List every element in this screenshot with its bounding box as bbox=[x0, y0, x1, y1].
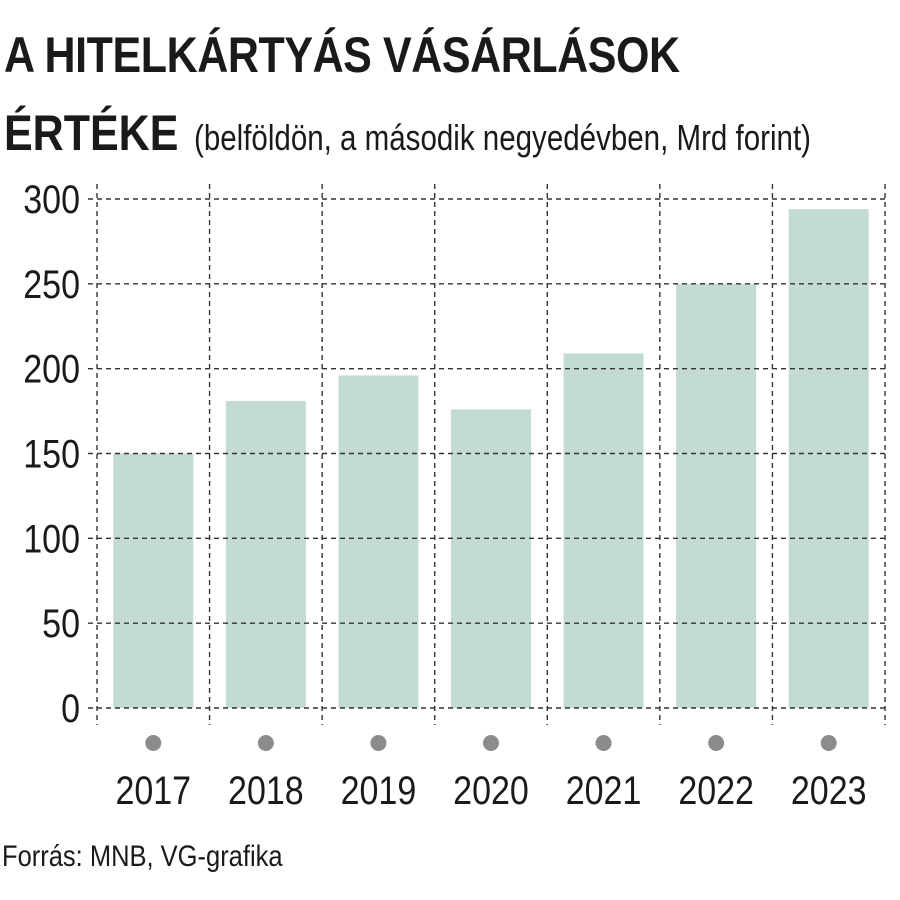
chart-title-line2: ÉRTÉKE (belföldön, a második negyedévben… bbox=[4, 105, 811, 161]
x-tick-label: 2018 bbox=[228, 767, 304, 812]
chart-subtitle: (belföldön, a második negyedévben, Mrd f… bbox=[194, 117, 811, 158]
category-marker-2021 bbox=[595, 735, 612, 751]
x-tick-label: 2023 bbox=[791, 767, 867, 812]
category-marker-2023 bbox=[820, 735, 837, 751]
y-tick-label: 300 bbox=[23, 176, 80, 221]
bar-2023 bbox=[788, 209, 869, 708]
y-tick-label: 0 bbox=[61, 685, 80, 730]
chart-title-word: ÉRTÉKE bbox=[4, 105, 179, 161]
bar-2020 bbox=[451, 409, 531, 708]
y-tick-label: 150 bbox=[23, 431, 80, 476]
bar-chart: 0 50 100 150 200 250 300 2017 2018 2019 2020 2021 20… bbox=[23, 176, 886, 813]
y-tick-label: 200 bbox=[23, 346, 80, 391]
bar-2018 bbox=[225, 400, 306, 708]
y-tick-label: 100 bbox=[23, 516, 80, 561]
x-tick-label: 2021 bbox=[566, 767, 642, 812]
x-tick-label: 2020 bbox=[453, 767, 529, 812]
y-tick-label: 50 bbox=[42, 601, 80, 646]
x-tick-label: 2022 bbox=[678, 767, 754, 812]
bar-2017 bbox=[113, 453, 194, 708]
category-marker-2019 bbox=[370, 735, 387, 751]
chart-title-line1: A HITELKÁRTYÁS VÁSÁRLÁSOK bbox=[4, 27, 680, 83]
category-marker-2022 bbox=[708, 735, 725, 751]
x-tick-label: 2019 bbox=[341, 767, 417, 812]
bar-2019 bbox=[338, 375, 419, 708]
bar-2022 bbox=[676, 283, 757, 708]
source-note: Forrás: MNB, VG-grafika bbox=[2, 840, 283, 873]
x-tick-label: 2017 bbox=[115, 767, 191, 812]
category-marker-2020 bbox=[483, 735, 499, 751]
category-marker-2018 bbox=[257, 735, 274, 751]
bar-2021 bbox=[563, 353, 644, 708]
y-tick-label: 250 bbox=[23, 261, 80, 306]
category-marker-2017 bbox=[145, 735, 162, 751]
